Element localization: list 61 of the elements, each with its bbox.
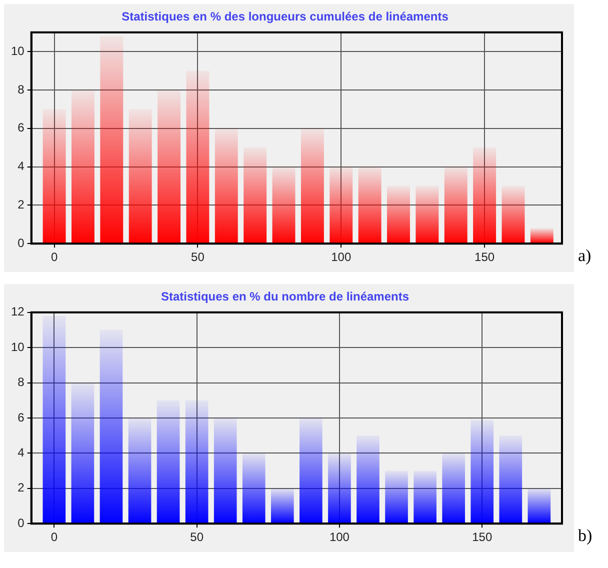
bar [214,418,237,524]
y-tick-label: 4 [18,446,25,460]
y-tick-label: 8 [18,82,25,96]
x-tick-label: 150 [474,250,495,264]
bar [416,186,439,244]
bar [242,453,266,524]
x-tick-label: 100 [329,530,350,544]
bar [71,382,94,524]
chart-title: Statistiques en % des longueurs cumulées de linéaments [122,10,449,24]
bar [158,90,181,244]
y-tick-label: 6 [18,410,25,424]
bar [414,470,436,524]
bar [72,90,94,244]
bar [444,166,468,244]
x-tick-label: 100 [331,250,352,264]
y-tick-label: 10 [10,44,25,58]
y-tick-label: 2 [18,198,25,212]
bar [356,436,380,524]
y-tick-label: 6 [18,120,25,135]
bar [387,186,410,244]
y-tick-label: 12 [10,304,25,319]
bar [502,186,525,244]
bar [442,453,465,524]
bar [270,488,294,524]
bar [358,166,382,244]
x-tick-label: 50 [190,530,204,544]
x-tick-label: 0 [50,250,58,264]
bar [128,418,152,524]
bar [528,488,551,524]
bar [300,418,322,524]
bar [499,436,522,524]
text: a) [578,246,592,266]
bar [330,166,353,244]
bar [300,128,324,244]
bar [42,316,66,524]
bar [156,400,180,524]
bar [128,109,152,244]
bar [42,109,66,244]
bar [100,36,124,244]
bar [100,330,123,524]
y-tick-label: 4 [18,159,25,174]
bar [214,128,238,244]
bar [385,470,408,524]
x-tick-label: 150 [472,530,492,544]
bar [185,400,208,524]
bar [272,166,296,244]
y-tick-label: 0 [18,236,25,250]
y-tick-label: 8 [18,375,25,390]
bar [244,148,267,244]
x-tick-label: 50 [191,250,205,264]
y-tick-label: 10 [10,340,25,354]
chart-title: Statistiques en % du nombre de linéaments [160,290,410,304]
bar [328,453,351,524]
bar [473,148,496,244]
bar [470,420,494,524]
x-tick-label: 0 [50,530,58,544]
text: b) [578,526,592,546]
y-tick-label: 0 [18,516,25,530]
bar [186,70,210,244]
bar [530,228,554,244]
y-tick-label: 2 [18,480,25,495]
